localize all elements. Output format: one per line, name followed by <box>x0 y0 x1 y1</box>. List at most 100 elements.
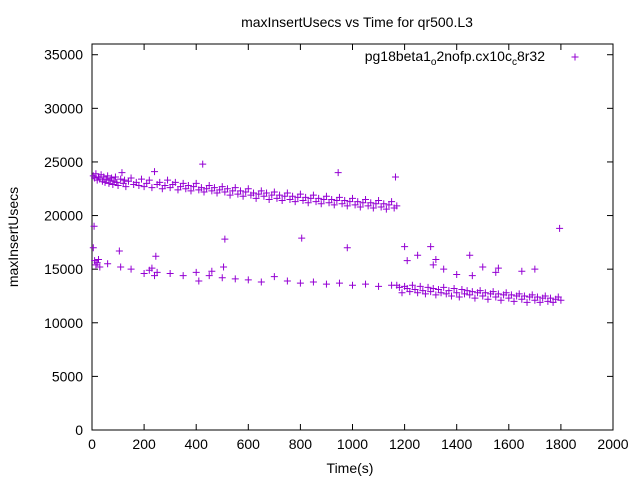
data-point <box>89 244 97 252</box>
chart-title: maxInsertUsecs vs Time for qr500.L3 <box>241 14 473 30</box>
data-point <box>447 292 455 300</box>
data-point <box>283 277 291 285</box>
data-point <box>414 289 422 297</box>
data-point <box>153 268 161 276</box>
data-point <box>257 187 265 195</box>
y-tick-label: 5000 <box>52 368 83 384</box>
data-point <box>298 234 306 242</box>
x-tick-label: 1600 <box>493 436 524 452</box>
data-point <box>148 264 156 272</box>
data-point <box>111 173 119 181</box>
data-point <box>424 283 432 291</box>
data-point <box>328 195 336 203</box>
data-point <box>127 265 135 273</box>
data-point <box>187 187 195 195</box>
data-point <box>403 257 411 265</box>
data-point <box>408 281 416 289</box>
data-point <box>362 195 370 203</box>
x-tick-label: 600 <box>237 436 261 452</box>
data-point <box>122 183 130 191</box>
data-point <box>468 272 476 280</box>
data-point <box>90 222 98 230</box>
data-point <box>257 278 265 286</box>
data-point <box>380 200 388 208</box>
data-point <box>135 182 143 190</box>
data-point <box>518 267 526 275</box>
data-point <box>291 198 299 206</box>
data-point <box>455 293 463 301</box>
x-tick-label: 200 <box>132 436 156 452</box>
data-point <box>322 192 330 200</box>
x-tick-label: 1200 <box>389 436 420 452</box>
data-point <box>95 256 103 264</box>
data-point <box>236 187 244 195</box>
data-point <box>479 263 487 271</box>
data-point <box>494 290 502 298</box>
data-point <box>445 287 453 295</box>
y-tick-label: 20000 <box>44 208 83 224</box>
data-point <box>502 289 510 297</box>
data-point <box>330 201 338 209</box>
data-point <box>432 291 440 299</box>
data-point <box>208 267 216 275</box>
data-point <box>192 179 200 187</box>
data-point <box>166 269 174 277</box>
data-point <box>289 192 297 200</box>
data-point <box>429 284 437 292</box>
data-point <box>437 289 445 297</box>
data-point <box>309 278 317 286</box>
x-tick-label: 0 <box>88 436 96 452</box>
data-point <box>218 183 226 191</box>
data-point <box>145 176 153 184</box>
data-point <box>507 291 515 299</box>
data-point <box>531 265 539 273</box>
data-point <box>205 182 213 190</box>
data-point <box>276 191 284 199</box>
data-point <box>523 298 531 306</box>
data-point <box>93 259 101 267</box>
data-point <box>406 288 414 296</box>
data-point <box>335 193 343 201</box>
y-tick-label: 30000 <box>44 100 83 116</box>
x-tick-label: 2000 <box>597 436 628 452</box>
data-point <box>164 176 172 184</box>
data-point <box>309 191 317 199</box>
data-point <box>476 287 484 295</box>
data-point <box>520 292 528 300</box>
data-point <box>171 178 179 186</box>
data-points <box>89 160 565 306</box>
data-point <box>137 175 145 183</box>
data-point <box>450 284 458 292</box>
data-point <box>265 195 273 203</box>
y-tick-label: 0 <box>75 422 83 438</box>
data-point <box>250 189 258 197</box>
data-point <box>218 274 226 282</box>
data-point <box>101 178 109 186</box>
data-point <box>343 244 351 252</box>
data-point <box>401 243 409 251</box>
data-point <box>395 283 403 291</box>
data-point <box>492 268 500 276</box>
x-axis-label: Time(s) <box>327 460 374 476</box>
data-point <box>414 251 422 259</box>
data-point <box>278 197 286 205</box>
data-point <box>117 263 125 271</box>
data-point <box>152 252 160 260</box>
data-point <box>557 296 565 304</box>
data-point <box>104 260 112 268</box>
data-point <box>546 294 554 302</box>
data-point <box>356 203 364 211</box>
data-point <box>471 294 479 302</box>
y-axis-label: maxInsertUsecs <box>5 187 21 287</box>
data-point <box>510 297 518 305</box>
data-point <box>382 205 390 213</box>
data-point <box>197 184 205 192</box>
data-point <box>335 279 343 287</box>
data-point <box>296 279 304 287</box>
data-point <box>398 289 406 297</box>
data-point <box>231 184 239 192</box>
data-point <box>481 289 489 297</box>
data-point <box>117 175 125 183</box>
data-point <box>349 281 356 289</box>
data-point <box>96 263 104 271</box>
